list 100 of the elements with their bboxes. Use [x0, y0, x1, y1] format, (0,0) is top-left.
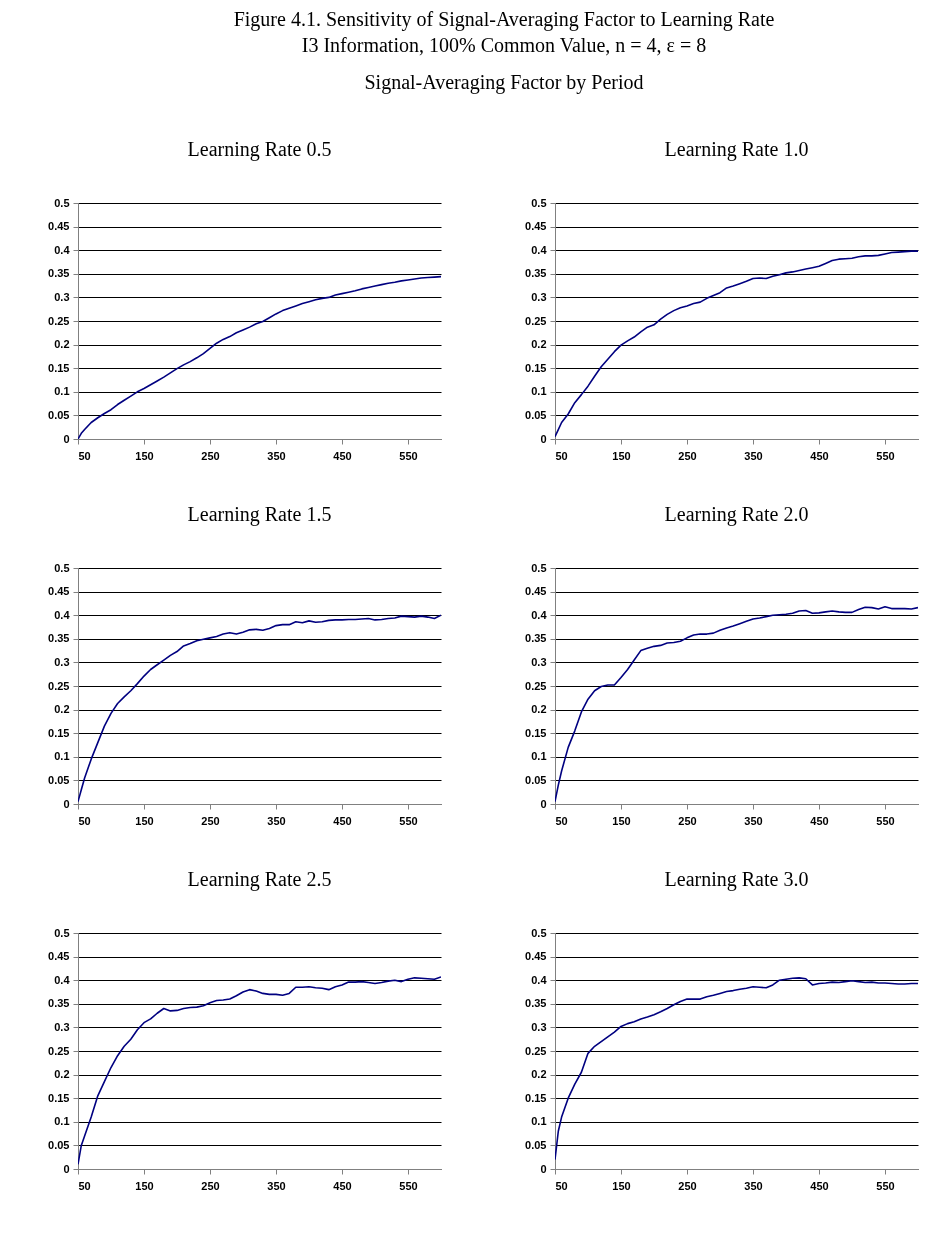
- y-tick-label: 0.05: [48, 408, 70, 421]
- x-tick-label: 250: [678, 449, 697, 462]
- y-tick-label: 0.1: [531, 385, 547, 398]
- x-tick-label: 450: [810, 1179, 829, 1192]
- y-tick-label: 0.4: [531, 243, 548, 256]
- x-tick-label: 250: [201, 814, 220, 827]
- x-tick-label: 550: [876, 814, 895, 827]
- chart-title: Learning Rate 0.5: [187, 138, 332, 161]
- x-tick-label: 250: [201, 1179, 220, 1192]
- text: Signal-Averaging Factor by Period: [364, 71, 644, 94]
- x-tick-label: 250: [678, 1179, 697, 1192]
- y-tick-label: 0.15: [48, 726, 70, 739]
- y-tick-label: 0: [63, 1162, 70, 1175]
- y-tick-label: 0.2: [54, 1068, 70, 1081]
- x-tick-label: 350: [267, 1179, 286, 1192]
- x-tick-label: 50: [555, 449, 568, 462]
- x-tick-label: 450: [333, 449, 352, 462]
- y-tick-label: 0.5: [531, 561, 547, 574]
- y-tick-label: 0.05: [525, 773, 547, 786]
- x-tick-label: 50: [78, 814, 91, 827]
- line-series: [78, 976, 441, 1166]
- y-tick-label: 0.3: [531, 1020, 547, 1033]
- text: Figure 4.1. Sensitivity of Signal-Averaging Factor to Learning Rate: [233, 8, 775, 31]
- y-tick-label: 0.5: [54, 561, 70, 574]
- y-tick-label: 0.15: [525, 361, 547, 374]
- y-tick-label: 0: [540, 432, 547, 445]
- x-tick-label: 450: [333, 814, 352, 827]
- y-tick-label: 0.45: [525, 220, 547, 233]
- y-tick-label: 0.4: [54, 243, 71, 256]
- text: I3 Information, 100% Common Value, n = 4, ε = 8: [301, 34, 707, 56]
- y-tick-label: 0.15: [48, 361, 70, 374]
- y-tick-label: 0.1: [54, 1115, 70, 1128]
- x-tick-label: 150: [612, 814, 631, 827]
- x-tick-label: 250: [201, 449, 220, 462]
- y-tick-label: 0.25: [525, 679, 547, 692]
- x-tick-label: 350: [267, 814, 286, 827]
- x-tick-label: 450: [810, 814, 829, 827]
- x-tick-label: 50: [555, 1179, 568, 1192]
- chart-title: Learning Rate 3.0: [664, 868, 809, 891]
- y-tick-label: 0: [540, 797, 547, 810]
- y-tick-label: 0.45: [525, 585, 547, 598]
- x-tick-label: 550: [876, 1179, 895, 1192]
- y-tick-label: 0.2: [531, 338, 547, 351]
- chart-title: Learning Rate 2.5: [187, 868, 332, 891]
- y-tick-label: 0.15: [525, 1091, 547, 1104]
- y-tick-label: 0.15: [48, 1091, 70, 1104]
- y-tick-label: 0.45: [48, 220, 70, 233]
- x-tick-label: 350: [267, 449, 286, 462]
- y-tick-label: 0.5: [54, 926, 70, 939]
- y-tick-label: 0: [63, 432, 70, 445]
- y-tick-label: 0.5: [54, 196, 70, 209]
- x-tick-label: 550: [399, 1179, 418, 1192]
- y-tick-label: 0.25: [48, 679, 70, 692]
- x-tick-label: 250: [678, 814, 697, 827]
- y-tick-label: 0.45: [48, 950, 70, 963]
- x-tick-label: 450: [333, 1179, 352, 1192]
- y-tick-label: 0: [540, 1162, 547, 1175]
- chart-title: Learning Rate 1.0: [664, 138, 809, 161]
- x-tick-label: 50: [555, 814, 568, 827]
- y-tick-label: 0.2: [531, 1068, 547, 1081]
- y-tick-label: 0.2: [54, 338, 70, 351]
- y-tick-label: 0.45: [525, 950, 547, 963]
- y-tick-label: 0.2: [531, 703, 547, 716]
- y-tick-label: 0.1: [54, 385, 70, 398]
- y-tick-label: 0.25: [48, 1044, 70, 1057]
- x-tick-label: 550: [399, 449, 418, 462]
- y-tick-label: 0.3: [531, 290, 547, 303]
- y-tick-label: 0.05: [48, 1138, 70, 1151]
- x-tick-label: 150: [135, 814, 154, 827]
- y-tick-label: 0.1: [54, 750, 70, 763]
- x-tick-label: 350: [744, 1179, 763, 1192]
- y-tick-label: 0.1: [531, 750, 547, 763]
- y-tick-label: 0.25: [525, 1044, 547, 1057]
- x-tick-label: 150: [612, 449, 631, 462]
- y-tick-label: 0.35: [525, 267, 547, 280]
- y-tick-label: 0.4: [54, 973, 71, 986]
- y-tick-label: 0.2: [54, 703, 70, 716]
- y-tick-label: 0.35: [48, 997, 70, 1010]
- y-tick-label: 0.3: [531, 655, 547, 668]
- x-tick-label: 350: [744, 449, 763, 462]
- y-tick-label: 0.5: [531, 926, 547, 939]
- x-tick-label: 550: [876, 449, 895, 462]
- y-tick-label: 0.35: [48, 632, 70, 645]
- y-tick-label: 0.1: [531, 1115, 547, 1128]
- y-tick-label: 0.45: [48, 585, 70, 598]
- y-tick-label: 0.25: [48, 314, 70, 327]
- x-tick-label: 350: [744, 814, 763, 827]
- x-tick-label: 450: [810, 449, 829, 462]
- y-tick-label: 0.35: [525, 632, 547, 645]
- y-tick-label: 0.5: [531, 196, 547, 209]
- y-tick-label: 0.25: [525, 314, 547, 327]
- y-tick-label: 0.35: [48, 267, 70, 280]
- y-tick-label: 0.05: [48, 773, 70, 786]
- x-tick-label: 150: [135, 449, 154, 462]
- y-tick-label: 0.3: [54, 290, 70, 303]
- x-tick-label: 150: [612, 1179, 631, 1192]
- y-tick-label: 0.05: [525, 408, 547, 421]
- chart-title: Learning Rate 2.0: [664, 503, 809, 526]
- x-tick-label: 550: [399, 814, 418, 827]
- y-tick-label: 0.4: [531, 973, 548, 986]
